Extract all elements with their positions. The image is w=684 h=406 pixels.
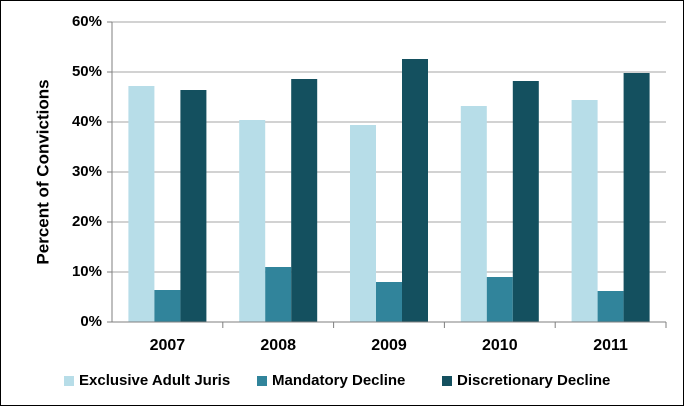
bar xyxy=(291,79,318,322)
y-tick-label: 60% xyxy=(72,13,102,30)
bar xyxy=(623,73,650,322)
bar xyxy=(154,290,181,322)
y-tick-label: 50% xyxy=(72,63,102,80)
x-tick-label: 2007 xyxy=(150,337,186,354)
bar xyxy=(265,267,292,322)
bar xyxy=(376,282,402,322)
x-tick-label: 2011 xyxy=(593,337,628,354)
bar xyxy=(512,81,539,322)
legend-swatch xyxy=(442,376,452,386)
x-tick-label: 2009 xyxy=(371,337,407,354)
bar xyxy=(402,59,428,322)
bar xyxy=(239,120,266,322)
bar xyxy=(486,277,513,322)
y-tick-label: 40% xyxy=(72,113,102,130)
legend-label: Discretionary Decline xyxy=(457,372,610,389)
bar xyxy=(350,125,376,322)
x-tick-label: 2010 xyxy=(482,337,518,354)
bar xyxy=(180,90,207,322)
y-axis-title: Percent of Convictions xyxy=(33,79,52,264)
legend-label: Exclusive Adult Juris xyxy=(79,372,230,389)
y-tick-label: 0% xyxy=(80,313,102,330)
y-tick-label: 10% xyxy=(72,263,102,280)
bar xyxy=(571,100,598,322)
y-tick-label: 30% xyxy=(72,163,102,180)
y-tick-label: 20% xyxy=(72,213,102,230)
bar xyxy=(597,291,624,322)
legend-swatch xyxy=(64,376,74,386)
legend-swatch xyxy=(257,376,267,386)
x-tick-label: 2008 xyxy=(260,337,296,354)
legend-label: Mandatory Decline xyxy=(272,372,405,389)
bar xyxy=(460,106,487,322)
bar xyxy=(128,86,155,322)
